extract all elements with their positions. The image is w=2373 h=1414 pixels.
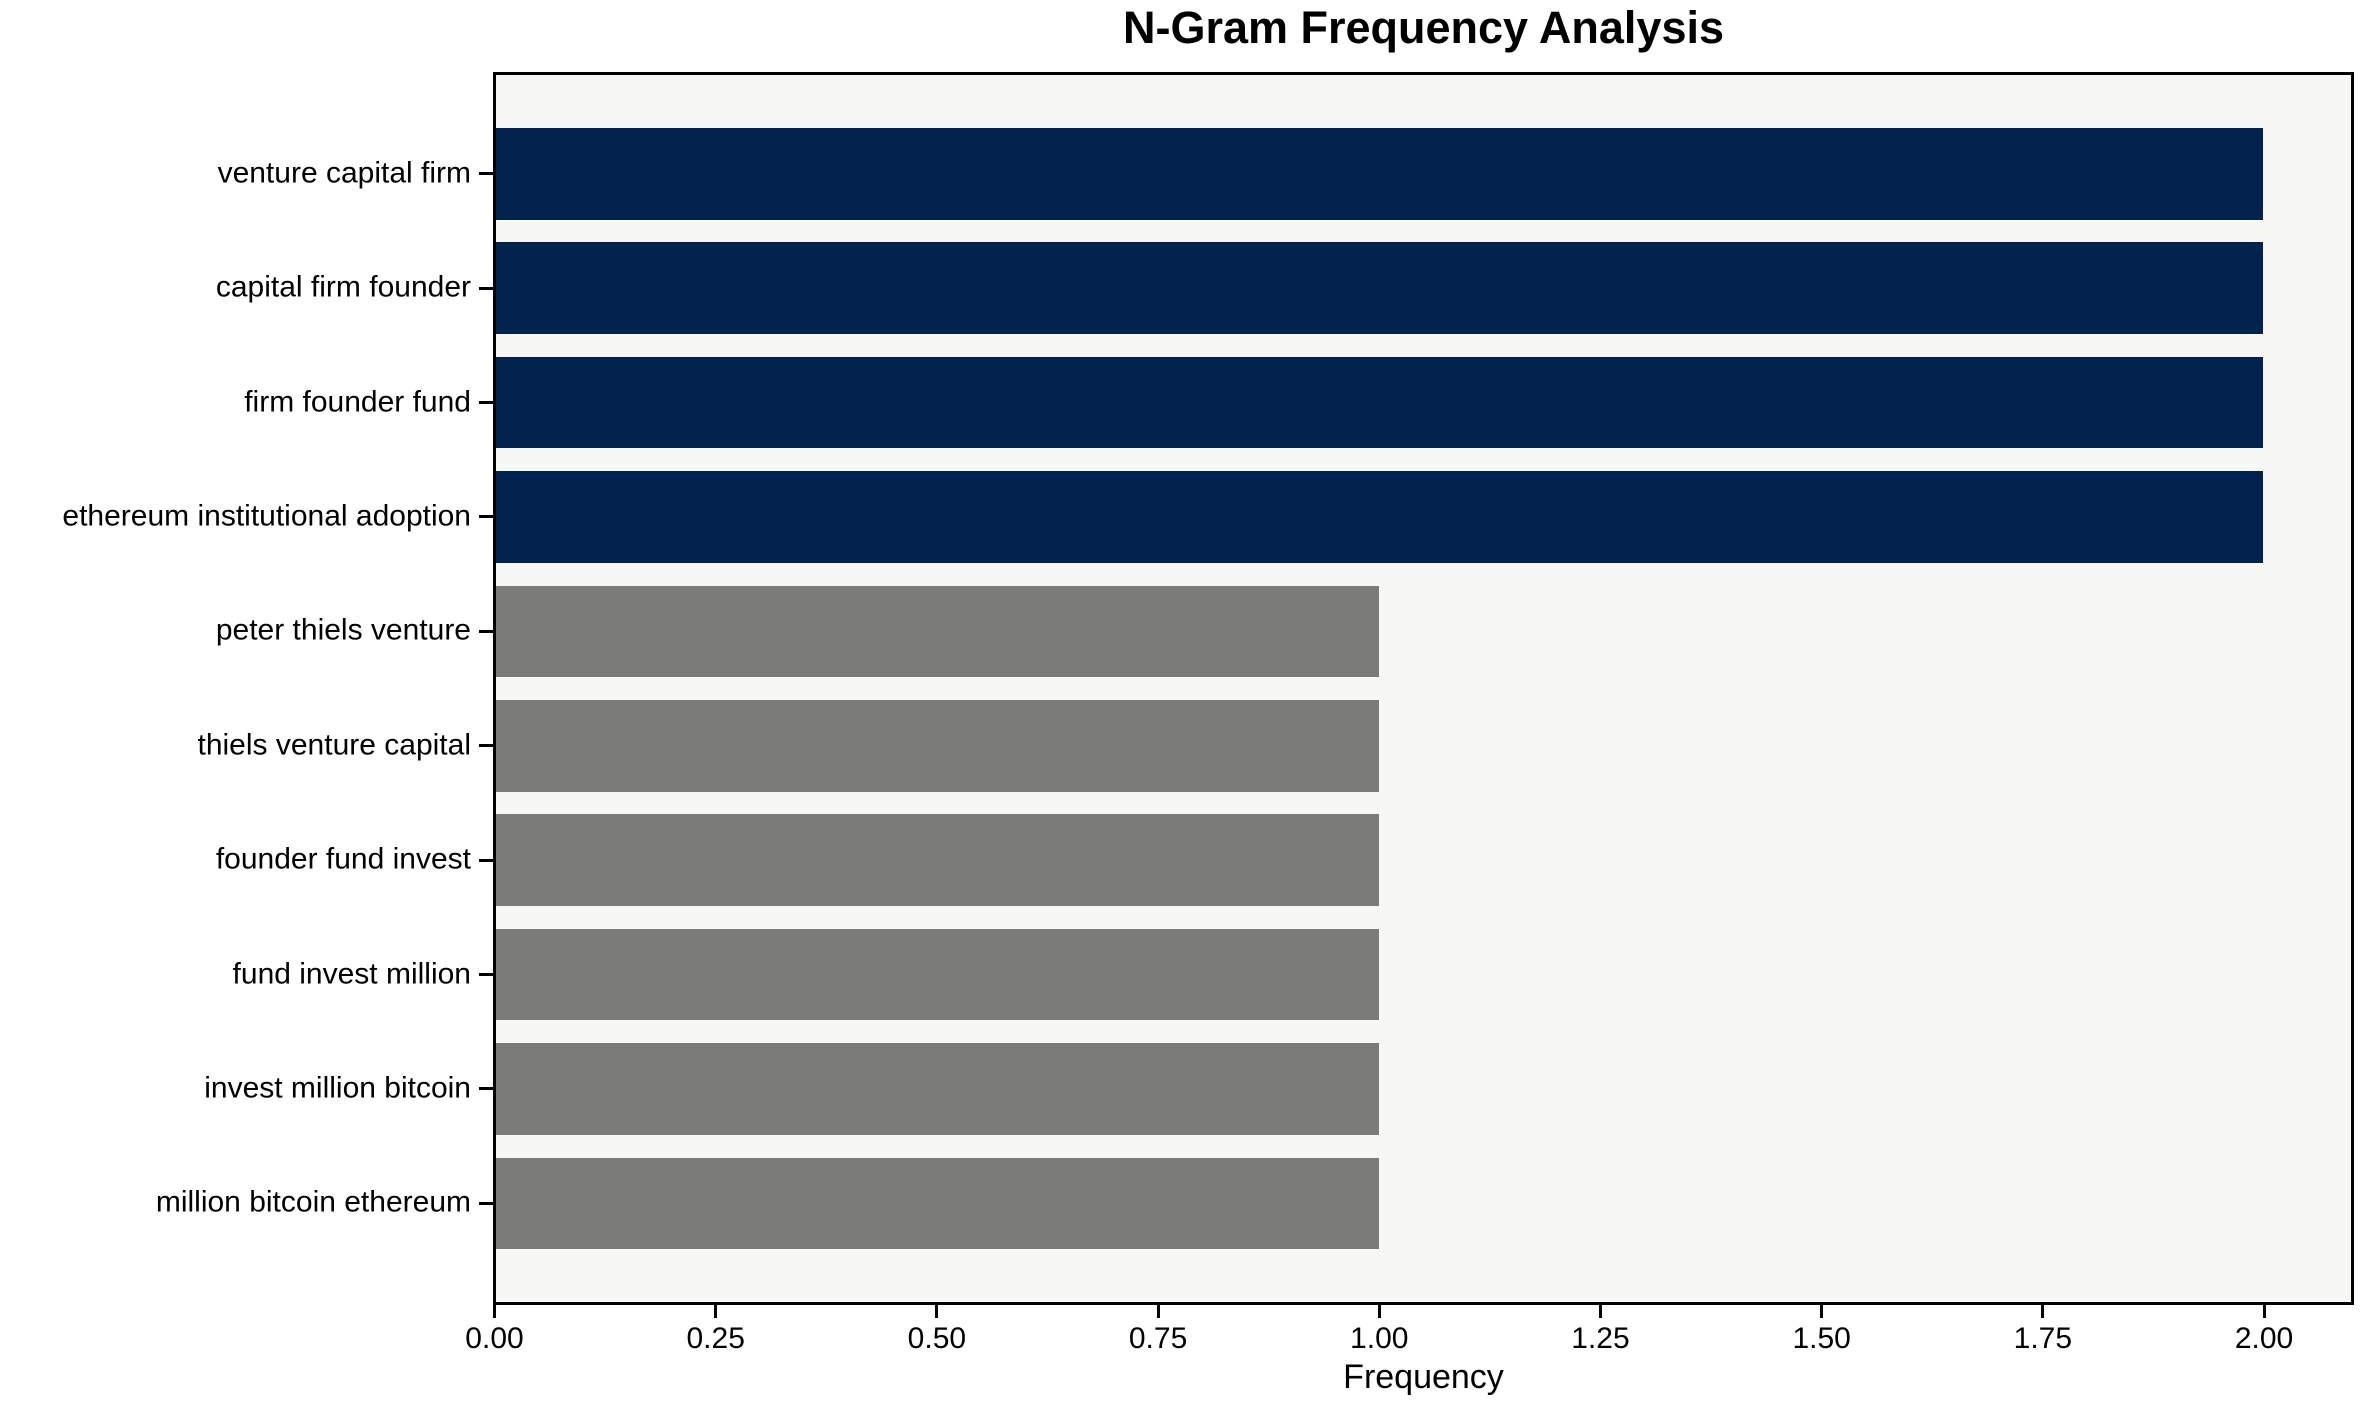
y-tick xyxy=(479,401,493,405)
x-tick-label-1.00: 1.00 xyxy=(1350,1322,1409,1355)
y-label-million-bitcoin-ethereum: million bitcoin ethereum xyxy=(155,1185,471,1219)
x-tick xyxy=(1598,1305,1602,1318)
y-label-founder-fund-invest: founder fund invest xyxy=(215,842,471,876)
x-tick-label-0.00: 0.00 xyxy=(465,1322,524,1355)
x-tick xyxy=(1156,1305,1160,1318)
x-tick xyxy=(2041,1305,2045,1318)
x-tick xyxy=(714,1305,718,1318)
bar-firm-founder-fund xyxy=(496,356,2263,449)
x-tick-label-0.75: 0.75 xyxy=(1128,1322,1188,1355)
x-tick xyxy=(935,1305,939,1318)
x-tick-label-1.25: 1.25 xyxy=(1571,1322,1630,1355)
x-tick-label-1.50: 1.50 xyxy=(1792,1322,1851,1355)
bar-founder-fund-invest xyxy=(496,814,1380,906)
y-label-firm-founder-fund: firm founder fund xyxy=(244,384,471,418)
x-tick-label-2.00: 2.00 xyxy=(2234,1322,2294,1355)
x-tick-label-0.50: 0.50 xyxy=(907,1322,967,1355)
y-tick xyxy=(479,286,493,290)
bar-peter-thiels-venture xyxy=(496,585,1380,678)
y-label-invest-million-bitcoin: invest million bitcoin xyxy=(204,1071,471,1105)
bar-thiels-venture-capital xyxy=(496,700,1380,792)
y-label-peter-thiels-venture: peter thiels venture xyxy=(215,613,471,647)
bar-million-bitcoin-ethereum xyxy=(496,1157,1380,1250)
y-tick xyxy=(479,973,493,977)
x-tick xyxy=(493,1305,496,1318)
y-tick xyxy=(479,1087,493,1091)
x-tick xyxy=(1820,1305,1824,1318)
y-label-fund-invest-million: fund invest million xyxy=(232,956,471,990)
y-label-ethereum-institutional-adoption: ethereum institutional adoption xyxy=(62,499,471,533)
y-tick xyxy=(479,629,493,633)
y-tick xyxy=(479,1201,493,1205)
chart-title: N-Gram Frequency Analysis xyxy=(1122,2,1725,53)
bar-fund-invest-million xyxy=(496,928,1380,1021)
bar-capital-firm-founder xyxy=(496,242,2263,334)
y-label-venture-capital-firm: venture capital firm xyxy=(217,156,471,190)
y-tick xyxy=(479,515,493,519)
bar-invest-million-bitcoin xyxy=(496,1043,1380,1135)
bar-layer xyxy=(496,75,2351,1302)
y-tick xyxy=(479,858,493,862)
bar-ethereum-institutional-adoption xyxy=(496,471,2263,563)
y-label-thiels-venture-capital: thiels venture capital xyxy=(197,728,472,762)
bar-venture-capital-firm xyxy=(496,128,2263,220)
y-tick xyxy=(479,744,493,748)
x-tick xyxy=(2262,1305,2266,1318)
x-tick-label-0.25: 0.25 xyxy=(686,1322,745,1355)
y-tick xyxy=(479,172,493,176)
plot-area xyxy=(493,72,2354,1305)
x-axis-title: Frequency xyxy=(1343,1358,1504,1396)
x-tick-label-1.75: 1.75 xyxy=(2013,1322,2073,1355)
y-label-capital-firm-founder: capital firm founder xyxy=(215,270,471,304)
x-tick xyxy=(1377,1305,1381,1318)
